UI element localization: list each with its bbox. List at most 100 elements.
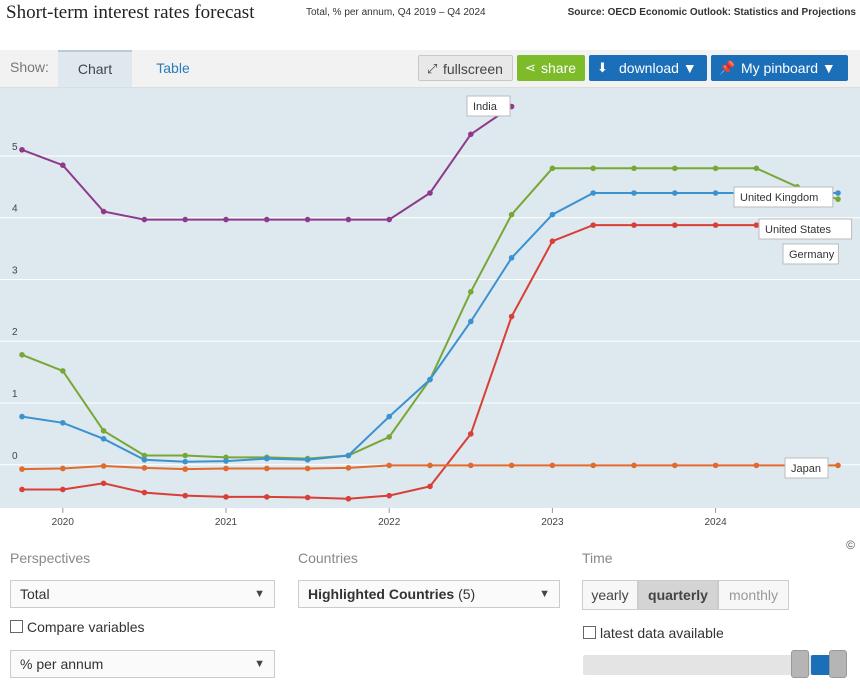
data-point	[835, 196, 841, 202]
data-point	[753, 222, 760, 228]
data-point	[590, 165, 596, 172]
data-point	[141, 452, 148, 459]
slider-start-handle[interactable]	[791, 650, 809, 678]
data-point	[345, 465, 352, 471]
data-point	[264, 494, 270, 500]
data-point	[182, 492, 188, 499]
y-tick-label: 2	[12, 327, 18, 338]
data-point	[549, 462, 556, 469]
latest-data-checkbox[interactable]: latest data available	[583, 625, 724, 641]
data-point	[672, 190, 678, 196]
chart-area: 0 1 2 3 4 5 2020 2021 2022 2023 2024 India United Ki…	[0, 88, 860, 536]
download-label: download ▼	[619, 60, 697, 76]
chart-header: Short-term interest rates forecast Total…	[0, 0, 860, 30]
series-name-label: India	[473, 101, 498, 113]
copyright-icon: ©	[846, 538, 855, 552]
data-point	[386, 413, 393, 420]
slider-end-handle[interactable]	[829, 650, 847, 678]
toolbar: Show: Chart Table ⤢ fullscreen ⋖ share ⬇…	[0, 50, 860, 88]
data-point	[19, 486, 25, 493]
y-tick-label: 3	[12, 265, 18, 276]
time-yearly-button[interactable]: yearly	[582, 580, 638, 610]
data-point	[60, 368, 66, 374]
data-point	[182, 452, 188, 459]
data-point	[100, 480, 107, 487]
chevron-down-icon: ▼	[539, 588, 550, 600]
data-point	[712, 165, 719, 172]
time-monthly-button[interactable]: monthly	[718, 580, 789, 610]
compare-variables-checkbox[interactable]: Compare variables	[10, 619, 145, 635]
perspectives-label: Perspectives	[10, 550, 91, 566]
perspective-select[interactable]: Total ▼	[10, 580, 275, 608]
fullscreen-button[interactable]: ⤢ fullscreen	[418, 55, 513, 81]
y-tick-label: 5	[12, 142, 18, 153]
pinboard-button[interactable]: 📌 My pinboard ▼	[711, 55, 848, 81]
data-point	[304, 465, 311, 472]
data-point	[386, 216, 393, 223]
page-title: Short-term interest rates forecast	[6, 2, 255, 23]
countries-value: Highlighted Countries	[308, 586, 455, 602]
data-point	[223, 465, 229, 472]
unit-select[interactable]: % per annum ▼	[10, 650, 275, 678]
data-point	[427, 462, 433, 469]
data-point	[672, 462, 678, 469]
label-box	[733, 186, 834, 208]
data-point	[304, 216, 311, 223]
share-icon: ⋖	[525, 60, 536, 75]
share-button[interactable]: ⋖ share	[517, 55, 585, 81]
data-point	[631, 190, 637, 196]
data-point	[508, 255, 515, 261]
x-tick-label: 2022	[378, 517, 401, 528]
time-range-slider[interactable]	[583, 650, 847, 678]
tab-chart[interactable]: Chart	[58, 50, 132, 87]
data-point	[100, 208, 107, 215]
data-point	[60, 486, 66, 493]
series-label-germany: Germany	[782, 243, 839, 265]
data-point	[712, 462, 719, 469]
time-quarterly-button[interactable]: quarterly	[638, 580, 718, 610]
plot-background	[0, 88, 860, 508]
data-point	[549, 211, 556, 218]
data-point	[100, 436, 107, 442]
y-tick-label: 1	[12, 389, 18, 400]
line-chart: 0 1 2 3 4 5 2020 2021 2022 2023 2024 India United Ki…	[0, 88, 860, 528]
pin-icon: 📌	[719, 60, 736, 75]
x-tick-label: 2020	[52, 517, 75, 528]
series-name-label: Germany	[789, 249, 835, 261]
data-point	[141, 489, 148, 496]
label-box	[466, 95, 511, 117]
countries-select[interactable]: Highlighted Countries (5) ▼	[298, 580, 560, 608]
series-name-label: Japan	[791, 463, 821, 475]
data-point	[19, 413, 25, 420]
time-label: Time	[582, 550, 613, 566]
data-point	[60, 419, 66, 426]
data-point	[19, 466, 25, 472]
data-point	[672, 222, 678, 228]
show-label: Show:	[10, 59, 49, 75]
data-point	[508, 313, 515, 320]
data-point	[712, 222, 719, 228]
data-point	[468, 289, 474, 295]
x-tick-label: 2023	[541, 517, 564, 528]
chevron-down-icon: ▼	[254, 588, 265, 600]
data-point	[508, 211, 515, 218]
series-name-label: United Kingdom	[740, 192, 818, 204]
data-point	[631, 462, 637, 469]
data-point	[835, 462, 841, 469]
data-point	[100, 427, 107, 434]
data-point	[468, 318, 474, 325]
data-point	[508, 462, 515, 469]
data-point	[19, 352, 25, 358]
download-button[interactable]: ⬇ download ▼	[589, 55, 707, 81]
data-point	[712, 190, 719, 196]
checkbox-icon	[10, 620, 23, 633]
tab-table[interactable]: Table	[156, 60, 190, 76]
data-point	[345, 216, 352, 223]
series-label-united-kingdom: United Kingdom	[733, 186, 834, 208]
data-point	[264, 455, 270, 462]
data-point	[427, 190, 433, 196]
data-point	[304, 494, 311, 501]
data-point	[386, 462, 393, 469]
data-point	[141, 457, 148, 463]
data-point	[141, 465, 148, 471]
